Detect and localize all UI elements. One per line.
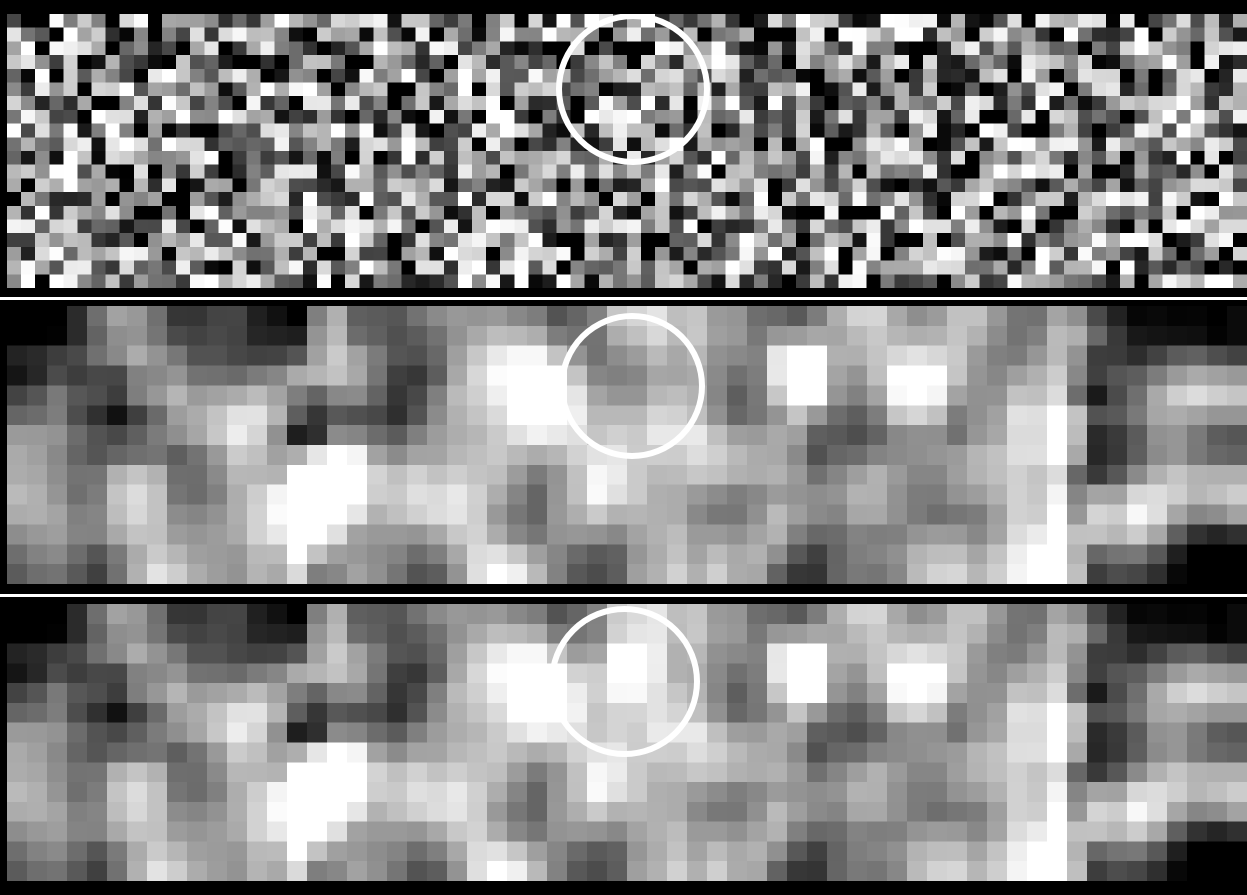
smoothed-image-with-detection-panel (0, 604, 1247, 881)
raw-noisy-image-panel (0, 14, 1247, 288)
panel-separator-line (0, 297, 1247, 300)
panel-separator-line (0, 594, 1247, 597)
smoothed-image-panel (0, 306, 1247, 584)
raw-noise-pixel-image (7, 14, 1247, 288)
smoothed-pixel-image (7, 306, 1247, 584)
smoothed-pixel-image-with-bright-source (7, 604, 1247, 881)
